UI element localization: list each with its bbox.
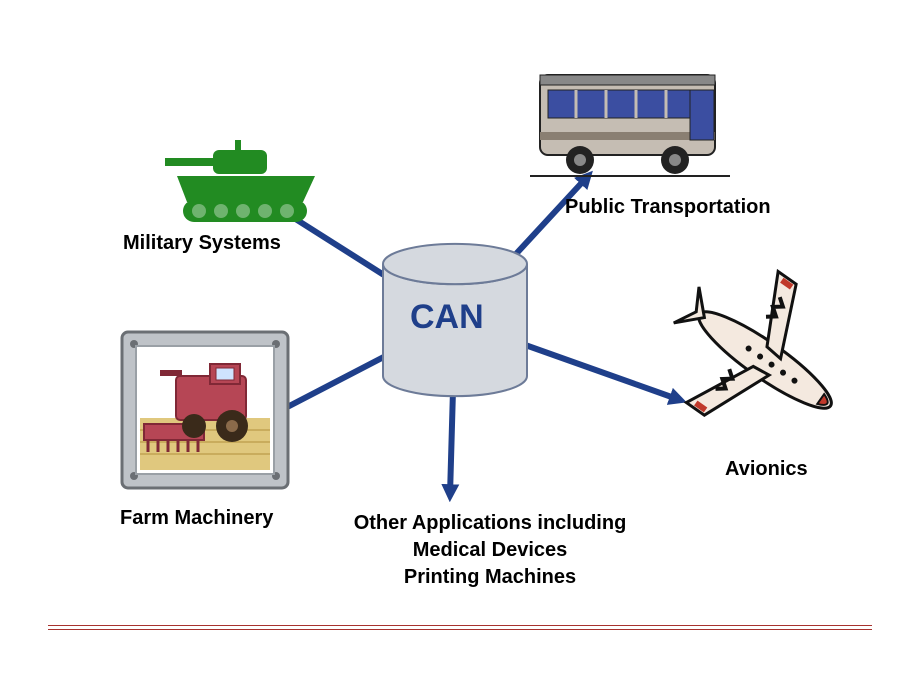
label-public: Public Transportation [565,196,771,219]
label-farm: Farm Machinery [120,507,273,530]
label-military: Military Systems [123,232,281,255]
footer-rule [48,629,872,630]
label-other-line3: Printing Machines [320,564,660,591]
footer-rule [48,625,872,626]
bus-icon [530,50,730,200]
farm-machinery-icon [120,330,290,500]
label-avionics: Avionics [725,458,808,481]
airplane-icon [655,260,875,460]
label-other: Other Applications including Medical Dev… [320,510,660,591]
label-other-line1: Other Applications including [320,510,660,537]
label-other-line2: Medical Devices [320,537,660,564]
tank-icon [165,130,325,240]
hub-label: CAN [410,298,484,337]
diagram-stage: CAN [0,0,920,690]
